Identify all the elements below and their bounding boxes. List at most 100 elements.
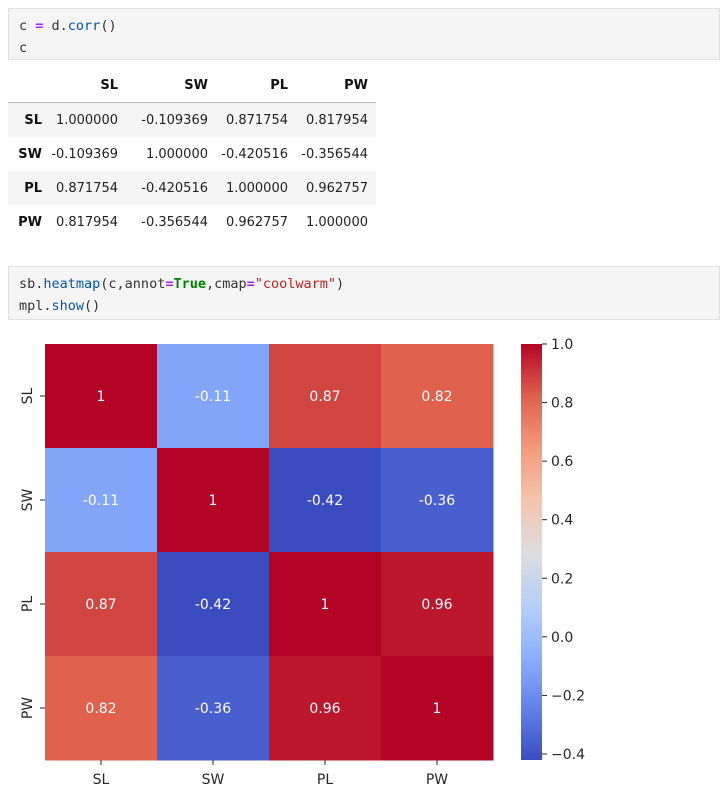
code-operator: = — [165, 276, 174, 292]
heatmap-cell — [269, 656, 382, 761]
colorbar-tick-label: 0.0 — [551, 630, 573, 646]
code-text: ,cmap — [205, 276, 247, 292]
colorbar-tick-label: −0.4 — [551, 747, 585, 763]
code-text: sb. — [19, 276, 44, 292]
row-label: PW — [18, 214, 42, 230]
table-cell: 0.871754 — [225, 112, 288, 128]
cell-annotation: -0.36 — [419, 493, 455, 509]
x-axis: SL SW PL PW — [93, 760, 448, 788]
colorbar-tick-label: 0.6 — [551, 454, 573, 470]
colorbar-tick-label: 0.4 — [551, 513, 573, 529]
heatmap-cell — [381, 344, 494, 449]
colorbar-tick-label: 0.2 — [551, 571, 573, 587]
table-cell: -0.356544 — [141, 214, 208, 230]
y-tick-label: SL — [20, 387, 36, 404]
column-header: PL — [216, 68, 296, 103]
code-text: mpl. — [19, 298, 52, 314]
colorbar-tick-label: 1.0 — [551, 337, 573, 353]
column-header: PW — [296, 68, 376, 103]
heatmap-cell — [269, 344, 382, 449]
code-function: show — [51, 298, 85, 314]
table-cell: 1.000000 — [55, 112, 118, 128]
cell-annotation: 0.82 — [85, 701, 116, 717]
heatmap-cell — [157, 552, 270, 657]
code-text: ) — [336, 276, 345, 292]
heatmap-cell — [381, 448, 494, 553]
code-text: d. — [43, 18, 68, 34]
table-cell: -0.109369 — [51, 146, 118, 162]
column-header: SL — [48, 68, 126, 103]
table-cell: 1.000000 — [225, 180, 288, 196]
heatmap-cell — [157, 344, 270, 449]
code-text: () — [100, 18, 117, 34]
correlation-table: SL SW PL PW SL 1.000000 -0.109369 0.8717… — [8, 68, 376, 239]
table-cell: -0.356544 — [301, 146, 368, 162]
heatmap-cell — [45, 552, 158, 657]
cell-annotation: 1 — [97, 389, 106, 405]
heatmap-cell — [45, 344, 158, 449]
y-axis: SL SW PL PW — [20, 387, 45, 719]
table-row: SW -0.109369 1.000000 -0.420516 -0.35654… — [8, 137, 376, 171]
cell-annotation: -0.42 — [307, 493, 343, 509]
heatmap-annotations: 1 -0.11 0.87 0.82 -0.11 1 -0.42 -0.36 0.87 -0.42 1… — [83, 389, 455, 717]
y-tick-label: PL — [20, 596, 36, 612]
code-text: () — [84, 298, 101, 314]
table-cell: 0.817954 — [55, 214, 118, 230]
cell-annotation: -0.42 — [195, 597, 231, 613]
heatmap-cell — [157, 656, 270, 761]
column-header: SW — [126, 68, 216, 103]
cell-annotation: 0.96 — [309, 701, 340, 717]
cell-annotation: 0.87 — [85, 597, 116, 613]
colorbar-gradient — [521, 344, 542, 760]
table-cell: 1.000000 — [305, 214, 368, 230]
table-header-row: SL SW PL PW — [8, 68, 376, 103]
code-function: heatmap — [43, 276, 101, 292]
table-cell: 0.817954 — [305, 112, 368, 128]
heatmap-cell — [381, 656, 494, 761]
correlation-heatmap: 1 -0.11 0.87 0.82 -0.11 1 -0.42 -0.36 0.87 -0.42 1… — [20, 337, 585, 788]
code-operator: = — [35, 18, 44, 34]
cell-annotation: -0.11 — [83, 493, 119, 509]
cell-annotation: 1 — [433, 701, 442, 717]
code-string: "coolwarm" — [254, 276, 337, 292]
table-corner — [8, 68, 48, 103]
y-tick-label: PW — [20, 697, 36, 719]
heatmap-cell — [157, 448, 270, 553]
cell-annotation: 0.82 — [421, 389, 452, 405]
code-function: corr — [67, 18, 101, 34]
code-text: c — [19, 18, 36, 34]
heatmap-cell — [269, 448, 382, 553]
cell-annotation: 0.96 — [421, 597, 452, 613]
colorbar: 1.0 0.8 0.6 0.4 0.2 0.0 −0.2 −0.4 — [521, 337, 585, 763]
x-tick-label: SL — [93, 772, 110, 788]
table-cell: 0.962757 — [225, 214, 288, 230]
heatmap-cell — [45, 656, 158, 761]
table-cell: -0.420516 — [141, 180, 208, 196]
cell-annotation: 1 — [209, 493, 218, 509]
table-cell: -0.109369 — [141, 112, 208, 128]
colorbar-tick-label: 0.8 — [551, 396, 573, 412]
row-label: SW — [18, 146, 42, 162]
table-row: PL 0.871754 -0.420516 1.000000 0.962757 — [8, 171, 376, 205]
table-cell: 0.962757 — [305, 180, 368, 196]
x-tick-label: PW — [426, 772, 448, 788]
x-tick-label: SW — [202, 772, 225, 788]
table-row: SL 1.000000 -0.109369 0.871754 0.817954 — [8, 102, 376, 137]
table-cell: 1.000000 — [145, 146, 208, 162]
heatmap-cell — [45, 448, 158, 553]
table-cell: 0.871754 — [55, 180, 118, 196]
y-tick-label: SW — [20, 488, 36, 511]
code-text: (c,annot — [100, 276, 166, 292]
heatmap-cells — [45, 344, 494, 761]
code-keyword: True — [173, 276, 206, 292]
colorbar-tick-label: −0.2 — [551, 688, 585, 704]
heatmap-cell — [381, 552, 494, 657]
heatmap-cell — [269, 552, 382, 657]
table-cell: -0.420516 — [221, 146, 288, 162]
code-cell-heatmap[interactable]: sb.heatmap(c,annot=True,cmap="coolwarm")… — [8, 266, 720, 320]
code-text: c — [19, 40, 28, 56]
cell-annotation: 0.87 — [309, 389, 340, 405]
x-tick-label: PL — [317, 772, 333, 788]
row-label: SL — [24, 112, 42, 128]
code-cell-corr[interactable]: c = d.corr() c — [8, 8, 720, 60]
